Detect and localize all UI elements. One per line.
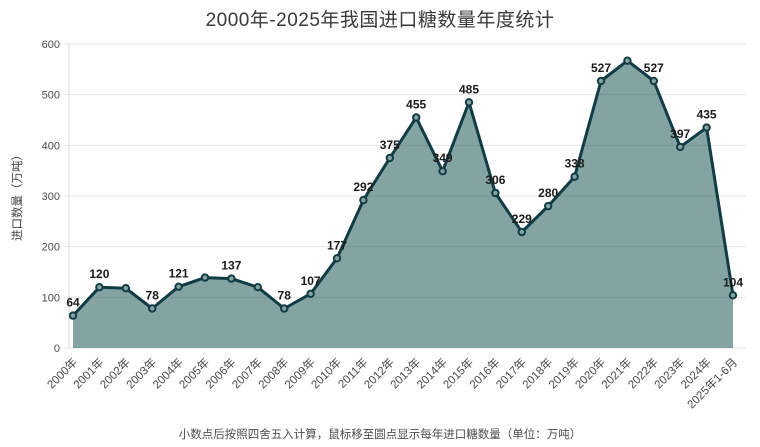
point-label-2000年: 64 [66,296,80,310]
data-point-2021年[interactable] [623,56,632,65]
point-label-2013年: 455 [406,98,426,112]
point-label-2010年: 177 [327,238,347,252]
point-label-2012年: 375 [380,138,400,152]
data-point-2018年[interactable] [544,201,553,211]
point-label-2017年: 229 [512,212,532,226]
point-label-2015年: 485 [459,82,479,96]
y-tick-label-400: 400 [42,140,60,152]
data-point-2014年[interactable] [438,167,447,176]
y-tick-label-300: 300 [42,191,60,203]
data-point-2000年[interactable] [68,311,78,320]
y-tick-label-200: 200 [42,242,60,254]
point-label-2025年1-6月: 104 [723,275,743,289]
point-label-2023年: 397 [670,127,690,141]
point-label-2016年: 306 [485,173,505,187]
point-label-2024年: 435 [697,108,717,122]
data-point-2002年[interactable] [121,284,131,293]
data-point-2016年[interactable] [491,188,500,198]
point-label-2008年: 78 [278,289,292,303]
point-label-2009年: 107 [301,274,321,288]
y-tick-label-100: 100 [42,292,60,304]
data-point-2017年[interactable] [517,227,526,237]
chart-title: 2000年-2025年我国进口糖数量年度统计 [205,10,555,31]
data-point-2007年[interactable] [253,283,262,292]
chart-footnote: 小数点后按照四舍五入计算，鼠标移至圆点显示每年进口糖数量（单位：万吨） [178,429,582,441]
data-point-2011年[interactable] [359,195,368,205]
data-point-2005年[interactable] [200,273,210,282]
data-point-2009年[interactable] [306,289,315,298]
data-point-2022年[interactable] [649,76,658,86]
data-point-2013年[interactable] [412,113,421,122]
point-label-2006年: 137 [221,259,241,273]
data-point-2012年[interactable] [385,153,394,163]
area-fill [73,60,733,348]
data-point-2015年[interactable] [464,98,474,107]
point-label-2004年: 121 [169,267,189,281]
data-point-2023年[interactable] [676,142,685,152]
data-point-2019年[interactable] [570,172,579,181]
point-label-2020年: 527 [591,61,611,75]
point-label-2014年: 349 [433,151,453,165]
data-point-2006年[interactable] [227,274,236,283]
data-point-2003年[interactable] [148,304,157,313]
data-point-2024年[interactable] [702,123,711,132]
point-label-2003年: 78 [146,289,160,303]
point-label-2022年: 527 [644,61,664,75]
y-tick-label-0: 0 [54,343,60,355]
point-label-2019年: 338 [565,157,585,171]
data-point-2004年[interactable] [174,282,183,291]
data-point-2001年[interactable] [95,283,104,292]
y-tick-label-600: 600 [42,39,60,51]
data-line [71,59,735,318]
y-tick-label-500: 500 [42,90,60,102]
point-label-2011年: 292 [353,180,373,194]
data-point-2020年[interactable] [596,76,606,86]
data-point-2008年[interactable] [280,304,289,313]
point-label-2018年: 280 [538,186,558,200]
data-point-2025年1-6月[interactable] [728,291,738,300]
point-label-2001年: 120 [89,267,109,281]
data-point-2010年[interactable] [332,254,342,263]
